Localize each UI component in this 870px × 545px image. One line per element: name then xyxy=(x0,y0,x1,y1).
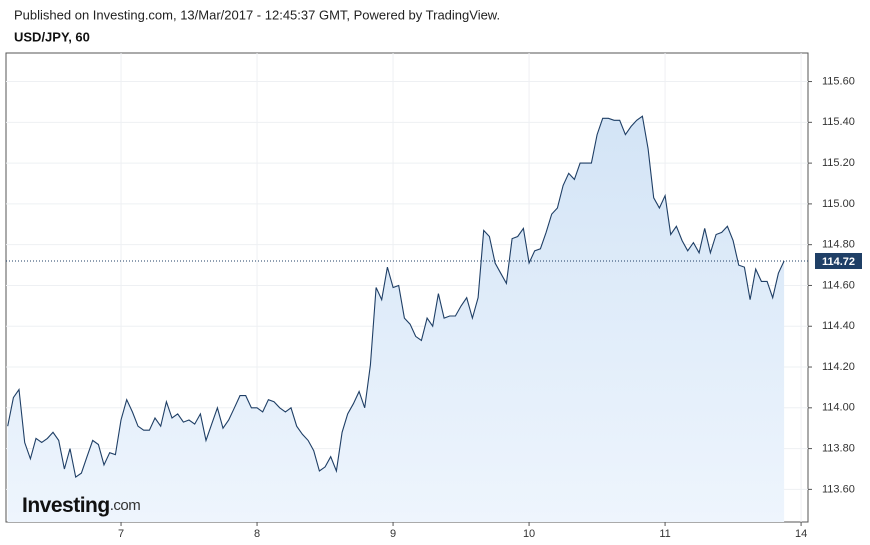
x-tick-label: 7 xyxy=(118,528,124,540)
x-tick-label: 14 xyxy=(795,528,807,540)
area-fill xyxy=(7,116,785,522)
y-tick-label: 115.20 xyxy=(822,157,855,169)
y-tick-label: 114.00 xyxy=(822,402,855,414)
x-tick-label: 10 xyxy=(523,528,535,540)
last-price-label: 114.72 xyxy=(822,256,855,268)
header: Published on Investing.com, 13/Mar/2017 … xyxy=(14,7,500,22)
y-tick-label: 114.20 xyxy=(822,361,855,373)
price-line xyxy=(7,115,785,479)
y-tick-label: 114.40 xyxy=(822,320,855,332)
y-tick-label: 113.80 xyxy=(822,442,855,454)
axes: 113.60 113.80 114.00 114.20 114.40 114.60 114.… xyxy=(118,75,862,540)
logo: Investing.com xyxy=(22,494,140,517)
y-tick-label: 113.60 xyxy=(822,483,855,495)
y-tick-label: 115.60 xyxy=(822,75,855,87)
logo-suffix: .com xyxy=(110,497,141,514)
x-tick-label: 11 xyxy=(659,528,670,540)
y-tick-label: 115.00 xyxy=(822,198,855,210)
chart-title: USD/JPY, 60 xyxy=(14,29,90,44)
logo-main: Investing xyxy=(22,494,110,517)
y-tick-label: 114.80 xyxy=(822,239,855,251)
y-tick-label: 115.40 xyxy=(822,116,855,128)
y-tick-label: 114.60 xyxy=(822,279,855,291)
last-price-tag xyxy=(815,252,862,269)
x-tick-label: 9 xyxy=(390,528,396,540)
x-tick-label: 8 xyxy=(254,528,260,540)
marks xyxy=(6,115,808,522)
